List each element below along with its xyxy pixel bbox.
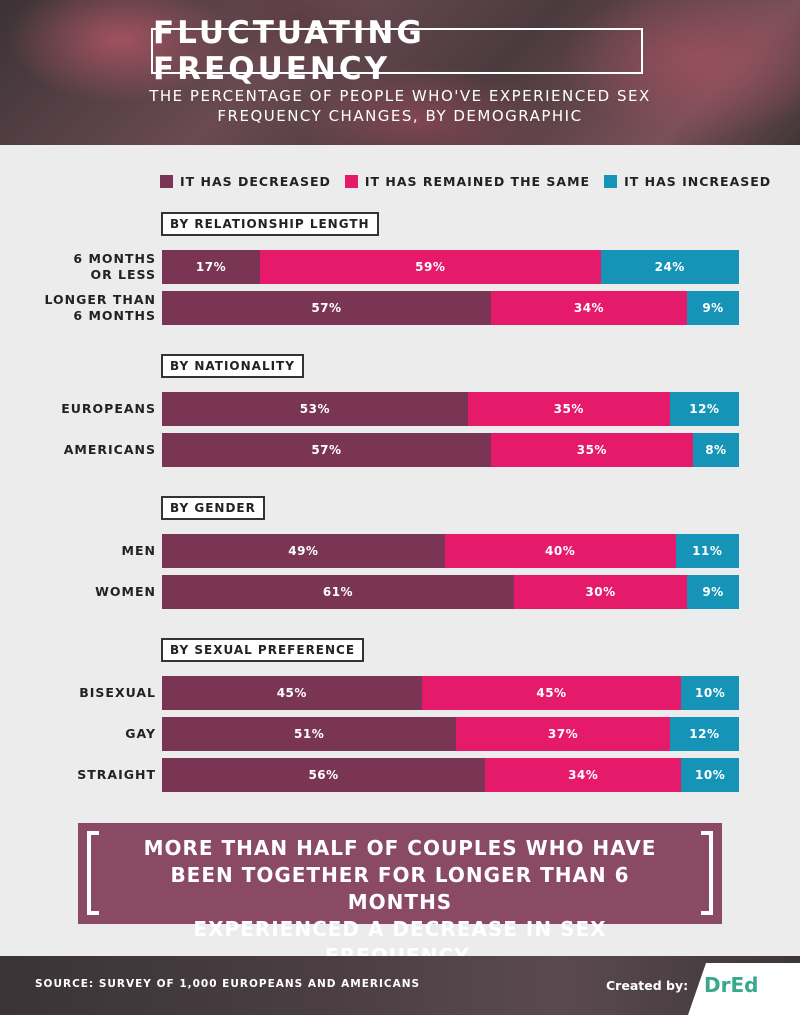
bar-segment-decreased: 57% [162, 433, 491, 467]
bar-segment-increased: 8% [692, 433, 739, 467]
subtitle-line-2: FREQUENCY CHANGES, BY DEMOGRAPHIC [217, 107, 583, 125]
footer-banner [0, 956, 800, 1015]
bar-segment-increased: 10% [681, 676, 739, 710]
bar-segment-decreased: 49% [162, 534, 445, 568]
row-label: AMERICANS [64, 433, 156, 467]
row-label: EUROPEANS [61, 392, 156, 426]
bar-segment-increased: 10% [681, 758, 739, 792]
stacked-bar: 56% 34% 10% [162, 758, 739, 792]
row-label: WOMEN [95, 575, 156, 609]
stacked-bar: 17% 59% 24% [162, 250, 739, 284]
callout-line-1: MORE THAN HALF OF COUPLES WHO HAVE [143, 836, 657, 860]
legend-swatch-increased [604, 174, 618, 188]
row-label-line: MEN [121, 543, 156, 558]
row-label-line: LONGER THAN [44, 292, 156, 307]
stacked-bar: 53% 35% 12% [162, 392, 739, 426]
bar-segment-decreased: 51% [162, 717, 457, 751]
stacked-bar: 61% 30% 9% [162, 575, 739, 609]
row-label-line: WOMEN [95, 584, 156, 599]
legend-item-increased: IT HAS INCREASED [604, 174, 771, 189]
legend-swatch-same [344, 174, 358, 188]
row-label-line: OR LESS [90, 267, 156, 282]
bar-segment-same: 34% [485, 758, 682, 792]
bar-segment-same: 30% [513, 575, 688, 609]
stacked-bar: 45% 45% 10% [162, 676, 739, 710]
left-bracket-icon [87, 831, 99, 915]
row-label: 6 MONTHS OR LESS [73, 250, 156, 284]
bar-segment-same: 34% [490, 291, 688, 325]
row-label: BISEXUAL [79, 676, 156, 710]
row-label: LONGER THAN 6 MONTHS [44, 291, 156, 325]
row-label-line: BISEXUAL [79, 685, 156, 700]
legend-label-same: IT HAS REMAINED THE SAME [364, 173, 591, 189]
row-label: STRAIGHT [77, 758, 156, 792]
chart-legend: IT HAS DECREASED IT HAS REMAINED THE SAME… [160, 172, 770, 190]
bar-segment-decreased: 45% [162, 676, 422, 710]
brand-logo[interactable]: DrEd [704, 973, 759, 997]
legend-label-decreased: IT HAS DECREASED [180, 173, 331, 189]
legend-item-decreased: IT HAS DECREASED [160, 174, 331, 189]
bar-segment-decreased: 61% [162, 575, 514, 609]
stacked-bar: 49% 40% 11% [162, 534, 739, 568]
bar-segment-decreased: 56% [162, 758, 486, 792]
bar-segment-same: 40% [444, 534, 676, 568]
legend-swatch-decreased [160, 174, 173, 188]
section-label: BY SEXUAL PREFERENCE [161, 638, 365, 662]
bar-segment-increased: 12% [669, 717, 739, 751]
stacked-bar: 51% 37% 12% [162, 717, 739, 751]
source-note: SOURCE: SURVEY OF 1,000 EUROPEANS AND AM… [35, 978, 421, 990]
bar-segment-increased: 9% [687, 291, 739, 325]
row-label-line: EUROPEANS [61, 401, 156, 416]
row-label-line: STRAIGHT [77, 767, 156, 782]
row-label-line: GAY [125, 726, 156, 741]
bar-segment-same: 35% [467, 392, 670, 426]
callout-box: MORE THAN HALF OF COUPLES WHO HAVE BEEN … [78, 823, 722, 968]
bar-segment-increased: 9% [687, 575, 739, 609]
row-label: GAY [125, 717, 156, 751]
bar-segment-decreased: 17% [162, 250, 261, 284]
bar-segment-decreased: 57% [162, 291, 491, 325]
stacked-bar: 57% 34% 9% [162, 291, 739, 325]
bar-segment-same: 59% [260, 250, 601, 284]
bar-segment-same: 45% [421, 676, 682, 710]
legend-label-increased: IT HAS INCREASED [624, 173, 772, 189]
subtitle-line-1: THE PERCENTAGE OF PEOPLE WHO'VE EXPERIEN… [149, 87, 651, 105]
bar-segment-increased: 12% [669, 392, 739, 426]
page-title: FLUCTUATING FREQUENCY [151, 15, 643, 87]
page-subtitle: THE PERCENTAGE OF PEOPLE WHO'VE EXPERIEN… [100, 86, 700, 126]
row-label-line: 6 MONTHS [73, 308, 156, 323]
bar-segment-decreased: 53% [162, 392, 468, 426]
bar-segment-same: 37% [456, 717, 670, 751]
callout-line-2: BEEN TOGETHER FOR LONGER THAN 6 MONTHS [170, 863, 630, 914]
brand-logo-background [688, 963, 800, 1015]
section-label: BY RELATIONSHIP LENGTH [161, 212, 379, 236]
row-label: MEN [122, 534, 156, 568]
stacked-bar: 57% 35% 8% [162, 433, 739, 467]
row-label-line: 6 MONTHS [73, 251, 156, 266]
header-banner: FLUCTUATING FREQUENCY THE PERCENTAGE OF … [0, 0, 800, 145]
section-label: BY NATIONALITY [161, 354, 304, 378]
legend-item-same: IT HAS REMAINED THE SAME [344, 173, 591, 189]
section-label: BY GENDER [161, 496, 265, 520]
row-label-line: AMERICANS [63, 442, 156, 457]
callout-text: MORE THAN HALF OF COUPLES WHO HAVE BEEN … [118, 835, 682, 970]
bar-segment-increased: 11% [675, 534, 739, 568]
right-bracket-icon [701, 831, 713, 915]
created-by-label: Created by: [606, 978, 689, 993]
bar-segment-same: 35% [490, 433, 693, 467]
bar-segment-increased: 24% [600, 250, 739, 284]
